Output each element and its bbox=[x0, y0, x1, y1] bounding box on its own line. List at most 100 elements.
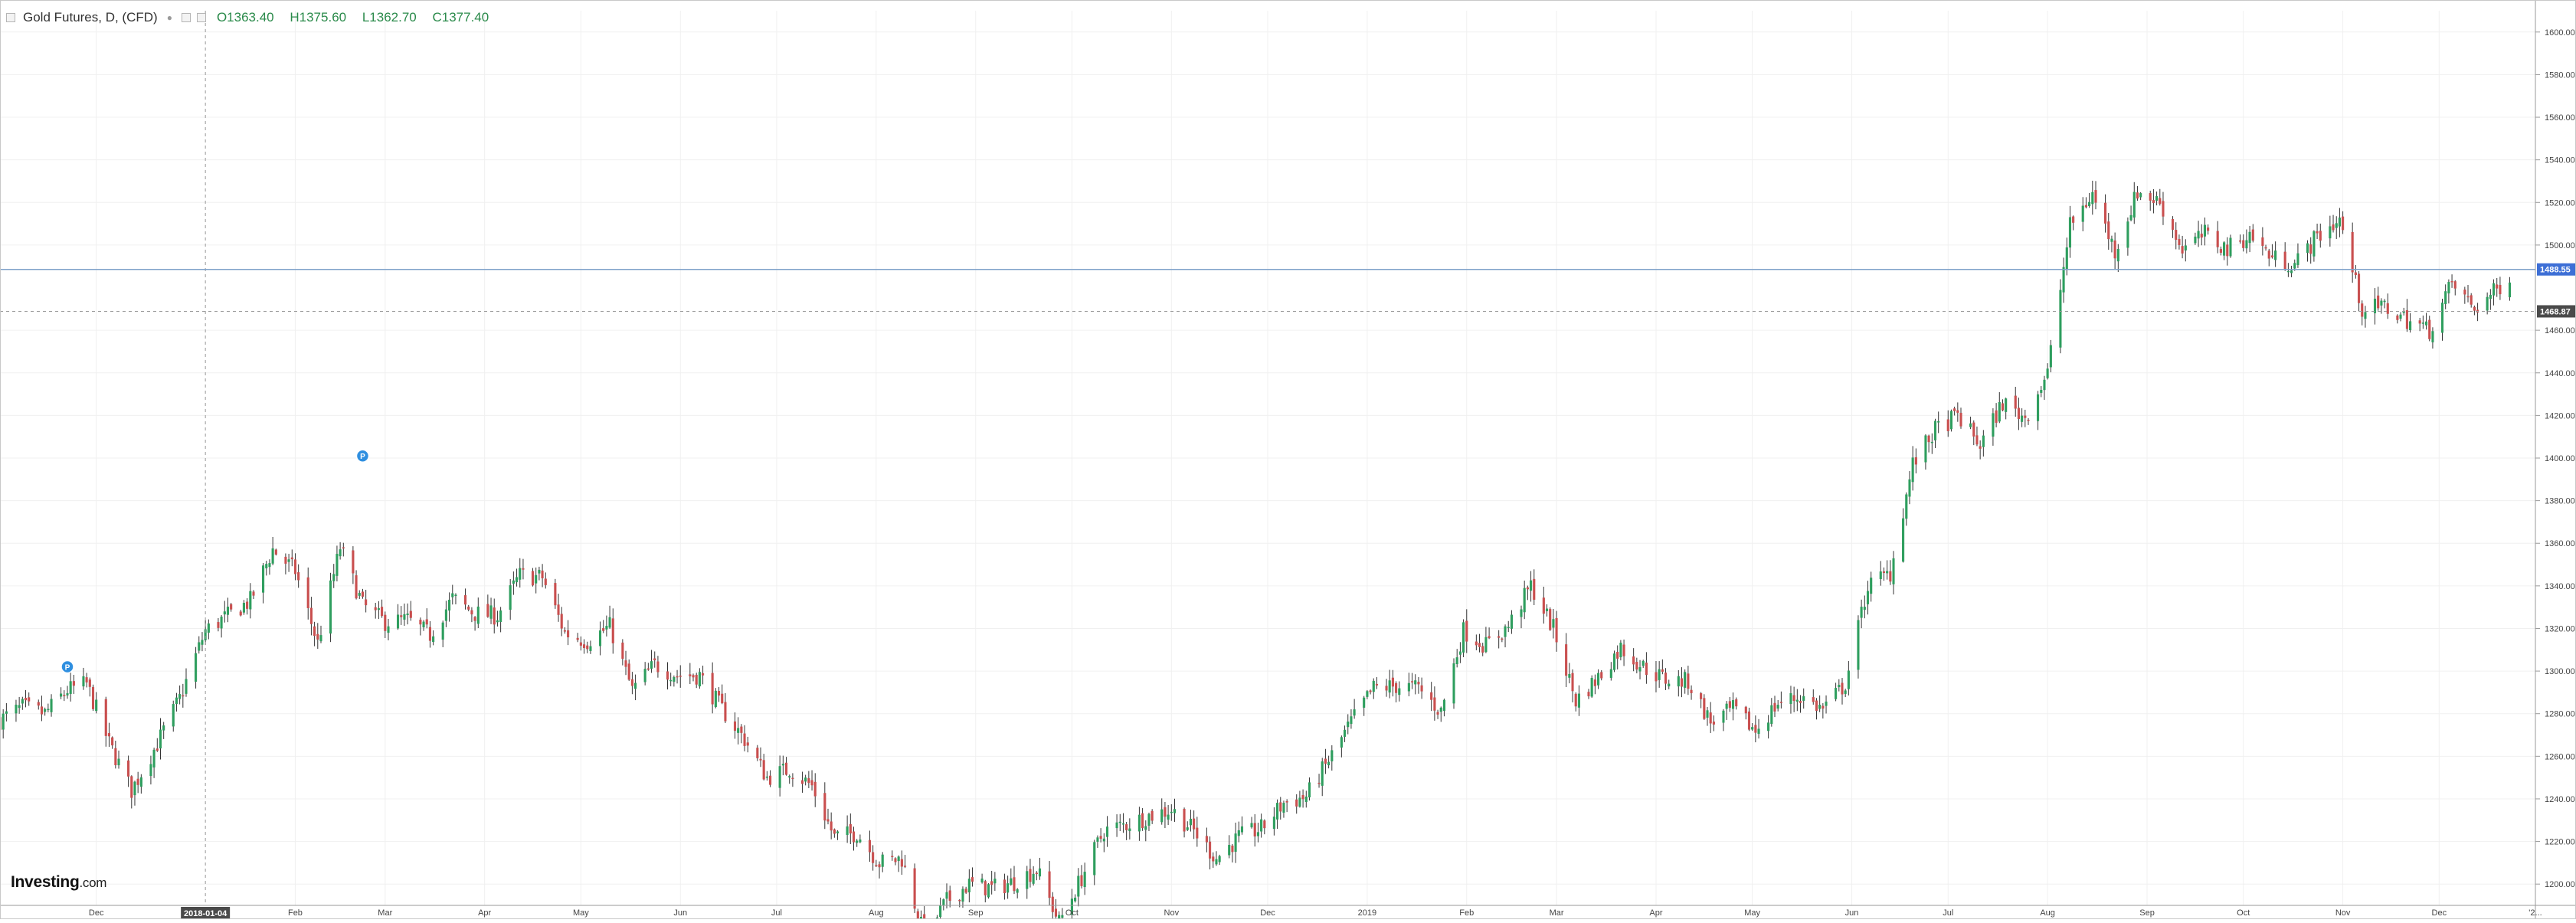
candle-body bbox=[44, 709, 47, 712]
candle-body bbox=[499, 610, 502, 622]
candle-up bbox=[1863, 595, 1866, 619]
candle-body bbox=[185, 679, 188, 694]
candle-body bbox=[1308, 782, 1311, 797]
candle-body bbox=[781, 764, 784, 766]
candle-body bbox=[1013, 877, 1016, 892]
candle-up bbox=[226, 597, 230, 623]
candle-body bbox=[159, 729, 162, 749]
event-marker[interactable]: P bbox=[61, 660, 74, 674]
candle-down bbox=[1436, 709, 1439, 719]
candle-up bbox=[1096, 835, 1099, 848]
y-tick-label: 1560.00 bbox=[2545, 113, 2575, 123]
candle-up bbox=[2338, 208, 2341, 237]
candle-body bbox=[2508, 282, 2512, 298]
candle-body bbox=[1597, 673, 1600, 686]
candle-down bbox=[2159, 188, 2162, 206]
candle-body bbox=[563, 630, 566, 632]
candle-up bbox=[1609, 662, 1612, 681]
candle-down bbox=[2470, 293, 2473, 308]
candle-body bbox=[95, 699, 98, 712]
event-markers[interactable]: PP bbox=[61, 449, 370, 674]
candle-body bbox=[287, 559, 290, 562]
candle-body bbox=[1728, 701, 1731, 708]
close-square-icon[interactable] bbox=[196, 13, 206, 22]
candle-up bbox=[1077, 868, 1080, 907]
candle-down bbox=[316, 623, 319, 650]
candle-body bbox=[1956, 410, 1959, 413]
candle-down bbox=[679, 665, 682, 688]
candle-body bbox=[2351, 231, 2354, 273]
candle-body bbox=[2361, 303, 2364, 317]
candle-body bbox=[1747, 711, 1751, 730]
candle-body bbox=[2113, 241, 2116, 259]
candle-up bbox=[448, 592, 451, 622]
candle-body bbox=[1577, 693, 1580, 708]
candle-body bbox=[1799, 701, 1802, 703]
candle-up bbox=[69, 671, 72, 702]
candle-up bbox=[1982, 430, 1985, 457]
candle-up bbox=[1147, 812, 1151, 831]
candle-body bbox=[1949, 411, 1952, 430]
candle-body bbox=[1228, 845, 1231, 856]
candle-down bbox=[576, 633, 579, 643]
candle-down bbox=[531, 568, 535, 587]
candle-body bbox=[891, 856, 894, 857]
candle-down bbox=[1995, 403, 1998, 427]
candle-up bbox=[2409, 313, 2412, 333]
candle-down bbox=[1481, 643, 1484, 656]
y-tick-label: 1600.00 bbox=[2545, 28, 2575, 38]
candle-up bbox=[2380, 298, 2383, 314]
candle-down bbox=[2024, 409, 2027, 427]
candle-body bbox=[669, 679, 673, 682]
candle-down bbox=[384, 611, 387, 638]
candle-down bbox=[2405, 299, 2408, 332]
candle-up bbox=[1838, 679, 1841, 692]
settings-square-icon[interactable] bbox=[181, 13, 191, 22]
candle-down bbox=[2181, 235, 2184, 259]
candle-body bbox=[509, 585, 512, 610]
candle-up bbox=[919, 910, 923, 923]
candle-body bbox=[336, 554, 339, 576]
x-tick-label: Jul bbox=[771, 908, 782, 918]
candle-body bbox=[114, 748, 117, 765]
candle-body bbox=[1902, 518, 1905, 562]
candle-up bbox=[737, 717, 740, 745]
candle-down bbox=[114, 741, 117, 769]
candle-down bbox=[1812, 689, 1815, 705]
candle-body bbox=[444, 609, 447, 621]
candle-body bbox=[1016, 889, 1019, 893]
candle-body bbox=[673, 676, 676, 682]
candle-body bbox=[2059, 290, 2062, 348]
candle-body bbox=[1946, 419, 1949, 431]
candle-down bbox=[784, 757, 788, 776]
investing-logo[interactable]: Investing.com bbox=[11, 873, 106, 892]
candle-up bbox=[1308, 777, 1311, 801]
collapse-legend-icon[interactable] bbox=[6, 13, 15, 22]
candle-down bbox=[127, 755, 130, 787]
candle-down bbox=[1754, 715, 1757, 743]
candle-up bbox=[1924, 434, 1927, 470]
event-marker[interactable]: P bbox=[355, 449, 370, 463]
candle-body bbox=[634, 682, 637, 689]
candle-body bbox=[21, 699, 24, 704]
candle-body bbox=[1331, 750, 1334, 761]
candle-up bbox=[2021, 408, 2024, 427]
candle-up bbox=[95, 692, 98, 714]
candle-down bbox=[1048, 861, 1051, 905]
candle-down bbox=[916, 908, 919, 923]
candle-body bbox=[1757, 728, 1760, 735]
candle-body bbox=[2181, 246, 2184, 254]
candle-down bbox=[1953, 406, 1956, 416]
candle-down bbox=[1593, 674, 1596, 695]
candle-body bbox=[2203, 224, 2206, 237]
candle-up bbox=[2440, 298, 2444, 341]
candle-body bbox=[2219, 249, 2222, 253]
candle-down bbox=[1946, 410, 1949, 437]
candle-body bbox=[1530, 580, 1533, 591]
candle-up bbox=[2486, 292, 2489, 315]
candle-up bbox=[1331, 745, 1334, 771]
candle-up bbox=[1844, 689, 1847, 698]
candle-body bbox=[1141, 813, 1144, 829]
